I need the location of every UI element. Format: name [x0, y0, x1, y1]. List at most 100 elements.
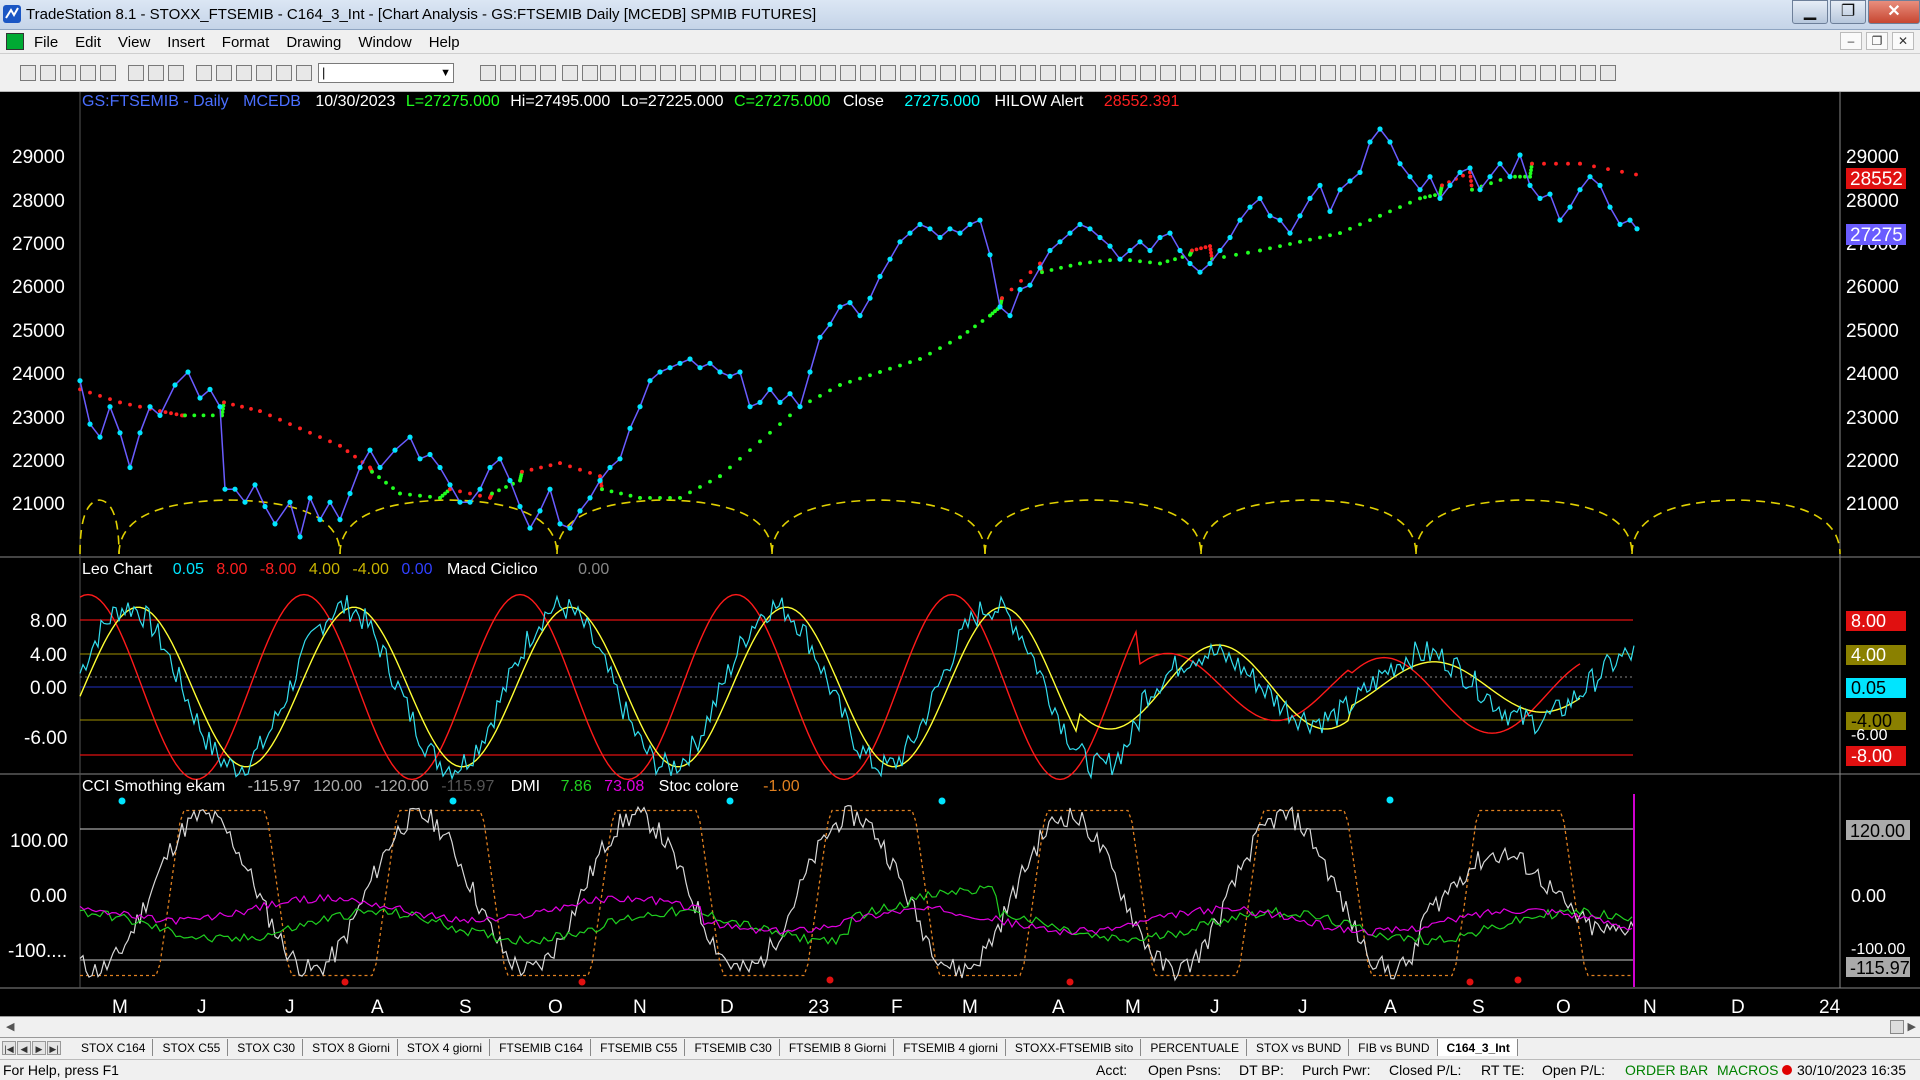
toolbar-tool-icon[interactable] — [1560, 65, 1576, 81]
scroll-thumb[interactable] — [1890, 1020, 1904, 1034]
toolbar-tool-icon[interactable] — [780, 65, 796, 81]
toolbar-tool-icon[interactable] — [660, 65, 676, 81]
chart-analysis-window[interactable]: GS:FTSEMIB - Daily MCEDB 10/30/2023 L=27… — [0, 92, 1920, 1016]
close-button[interactable]: ✕ — [1868, 0, 1920, 24]
tab-next-icon[interactable]: ▶ — [32, 1041, 46, 1055]
toolbar-tool-icon[interactable] — [1280, 65, 1296, 81]
toolbar-tool-icon[interactable] — [1580, 65, 1596, 81]
menu-view[interactable]: View — [118, 34, 151, 51]
toolbar-tool-icon[interactable] — [276, 65, 292, 81]
scroll-left-icon[interactable]: ◀ — [6, 1021, 15, 1033]
menu-help[interactable]: Help — [428, 34, 460, 51]
toolbar-tool-icon[interactable] — [1500, 65, 1516, 81]
tab-stox-c164[interactable]: STOX C164 — [72, 1039, 154, 1056]
toolbar-tool-icon[interactable] — [1540, 65, 1556, 81]
toolbar-tool-icon[interactable] — [1340, 65, 1356, 81]
toolbar-tool-icon[interactable] — [1320, 65, 1336, 81]
toolbar-tool-icon[interactable] — [900, 65, 916, 81]
tab-ftsemib-c55[interactable]: FTSEMIB C55 — [591, 1039, 686, 1056]
toolbar-tool-icon[interactable] — [840, 65, 856, 81]
menu-window[interactable]: Window — [358, 34, 412, 51]
toolbar-tool-icon[interactable] — [128, 65, 144, 81]
toolbar-tool-icon[interactable] — [1180, 65, 1196, 81]
chevron-down-icon[interactable]: ▼ — [440, 67, 451, 79]
toolbar-tool-icon[interactable] — [1260, 65, 1276, 81]
mdi-restore-button[interactable]: ❐ — [1866, 32, 1888, 50]
tab-percentuale[interactable]: PERCENTUALE — [1141, 1039, 1248, 1056]
toolbar-tool-icon[interactable] — [1040, 65, 1056, 81]
menu-format[interactable]: Format — [221, 34, 270, 51]
toolbar-tool-icon[interactable] — [1060, 65, 1076, 81]
toolbar-tool-icon[interactable] — [1200, 65, 1216, 81]
toolbar-tool-icon[interactable] — [1360, 65, 1376, 81]
mdi-minimize-button[interactable]: – — [1840, 32, 1862, 50]
tab-ftsemib-c164[interactable]: FTSEMIB C164 — [490, 1039, 592, 1056]
toolbar-tool-icon[interactable] — [1300, 65, 1316, 81]
toolbar-tool-icon[interactable] — [1520, 65, 1536, 81]
cci-axis[interactable]: 100.00 0.00 -100.... — [8, 831, 68, 962]
tab-stox-vs-bund[interactable]: STOX vs BUND — [1247, 1039, 1350, 1056]
menu-insert[interactable]: Insert — [167, 34, 205, 51]
toolbar-tool-icon[interactable] — [960, 65, 976, 81]
toolbar-tool-icon[interactable] — [168, 65, 184, 81]
toolbar-tool-icon[interactable] — [1220, 65, 1236, 81]
toolbar-tool-icon[interactable] — [1080, 65, 1096, 81]
toolbar-tool-icon[interactable] — [1420, 65, 1436, 81]
toolbar-tool-icon[interactable] — [1460, 65, 1476, 81]
mdi-close-button[interactable]: ✕ — [1892, 32, 1914, 50]
toolbar-tool-icon[interactable] — [720, 65, 736, 81]
toolbar-tool-icon[interactable] — [1400, 65, 1416, 81]
toolbar-tool-icon[interactable] — [1240, 65, 1256, 81]
tab-fib-vs-bund[interactable]: FIB vs BUND — [1349, 1039, 1438, 1056]
chart-canvas[interactable]: GS:FTSEMIB - Daily MCEDB 10/30/2023 L=27… — [0, 92, 1920, 1016]
toolbar-tool-icon[interactable] — [980, 65, 996, 81]
horizontal-scrollbar[interactable]: ◀ ▶ — [0, 1016, 1920, 1037]
tab-first-icon[interactable]: |◀ — [2, 1041, 16, 1055]
chart-window-icon[interactable] — [6, 33, 24, 50]
toolbar-tool-icon[interactable] — [562, 65, 578, 81]
toolbar-tool-icon[interactable] — [1000, 65, 1016, 81]
toolbar-tool-icon[interactable] — [236, 65, 252, 81]
tab-ftsemib-c30[interactable]: FTSEMIB C30 — [685, 1039, 780, 1056]
toolbar-tool-icon[interactable] — [920, 65, 936, 81]
tab-stox-c30[interactable]: STOX C30 — [228, 1039, 304, 1056]
toolbar-tool-icon[interactable] — [20, 65, 36, 81]
toolbar-tool-icon[interactable] — [1020, 65, 1036, 81]
toolbar-tool-icon[interactable] — [760, 65, 776, 81]
toolbar-tool-icon[interactable] — [1160, 65, 1176, 81]
tab-ftsemib-4-giorni[interactable]: FTSEMIB 4 giorni — [894, 1039, 1006, 1056]
toolbar-tool-icon[interactable] — [500, 65, 516, 81]
tab-stoxx-ftsemib-sito[interactable]: STOXX-FTSEMIB sito — [1006, 1039, 1142, 1056]
symbol-input[interactable]: | ▼ — [318, 63, 454, 83]
toolbar-tool-icon[interactable] — [1600, 65, 1616, 81]
scroll-right-icon[interactable]: ▶ — [1907, 1021, 1916, 1033]
menu-file[interactable]: File — [34, 34, 59, 51]
toolbar-tool-icon[interactable] — [40, 65, 56, 81]
toolbar-tool-icon[interactable] — [620, 65, 636, 81]
toolbar-tool-icon[interactable] — [520, 65, 536, 81]
toolbar-tool-icon[interactable] — [1120, 65, 1136, 81]
toolbar-tool-icon[interactable] — [216, 65, 232, 81]
toolbar-tool-icon[interactable] — [80, 65, 96, 81]
menu-drawing[interactable]: Drawing — [286, 34, 342, 51]
toolbar-tool-icon[interactable] — [680, 65, 696, 81]
minimize-button[interactable]: ▁ — [1792, 0, 1828, 24]
toolbar-tool-icon[interactable] — [600, 65, 616, 81]
toolbar-tool-icon[interactable] — [860, 65, 876, 81]
toolbar-tool-icon[interactable] — [640, 65, 656, 81]
toolbar-tool-icon[interactable] — [1140, 65, 1156, 81]
tab-ftsemib-8-giorni[interactable]: FTSEMIB 8 Giorni — [780, 1039, 895, 1056]
toolbar-tool-icon[interactable] — [100, 65, 116, 81]
toolbar-tool-icon[interactable] — [256, 65, 272, 81]
toolbar-tool-icon[interactable] — [800, 65, 816, 81]
toolbar-tool-icon[interactable] — [880, 65, 896, 81]
tab-stox-4-giorni[interactable]: STOX 4 giorni — [398, 1039, 491, 1056]
tab-c164-3-int[interactable]: C164_3_Int — [1437, 1039, 1518, 1056]
time-axis[interactable]: M J J A S O N D 23 F M A M J J A S O N D 24 — [112, 997, 1841, 1016]
toolbar-tool-icon[interactable] — [740, 65, 756, 81]
toolbar-tool-icon[interactable] — [820, 65, 836, 81]
tab-last-icon[interactable]: ▶| — [47, 1041, 61, 1055]
tab-prev-icon[interactable]: ◀ — [17, 1041, 31, 1055]
price-axis[interactable]: 29000 28000 27000 26000 25000 24000 2300… — [12, 147, 1899, 515]
toolbar-tool-icon[interactable] — [1380, 65, 1396, 81]
